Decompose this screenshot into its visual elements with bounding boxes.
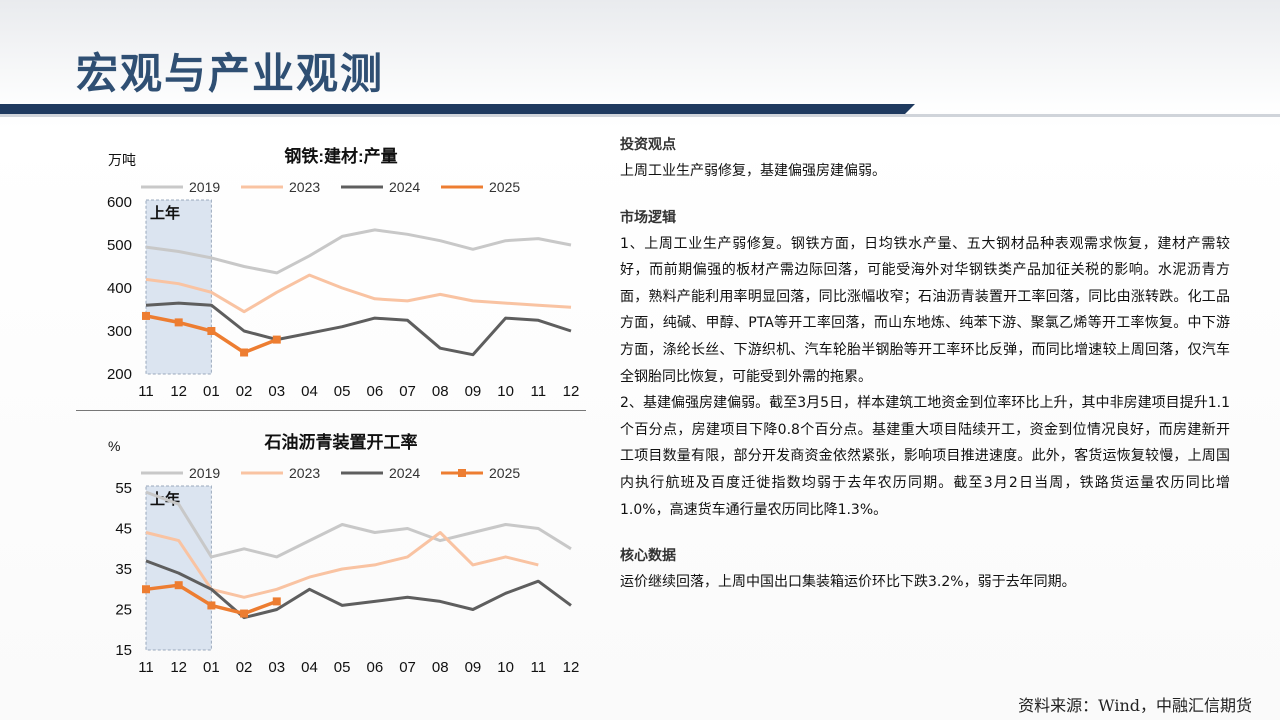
data-point-2025 (207, 601, 216, 610)
x-tick-label: 01 (203, 659, 220, 676)
x-tick-label: 06 (367, 659, 384, 676)
section-title-core-data: 核心数据 (620, 548, 676, 565)
y-axis-unit-label: % (108, 438, 120, 454)
data-point-2025 (240, 609, 249, 618)
series-line-2023 (145, 273, 572, 314)
prior-year-annotation: 上年 (150, 204, 180, 222)
x-tick-label: 01 (203, 383, 220, 400)
legend-label-2023: 2023 (289, 465, 320, 481)
section-title-market-logic: 市场逻辑 (620, 209, 676, 226)
x-tick-label: 09 (465, 659, 482, 676)
data-point-2025 (174, 318, 183, 327)
investment-view-text: 上周工业生产弱修复，基建偏强房建偏弱。 (620, 163, 886, 179)
x-tick-label: 08 (432, 659, 449, 676)
y-tick-label: 500 (107, 237, 132, 254)
y-tick-label: 55 (115, 480, 132, 497)
page-title: 宏观与产业观测 (76, 49, 385, 98)
prior-year-shade (145, 199, 212, 375)
x-tick-label: 04 (301, 659, 318, 676)
data-point-2025 (272, 335, 281, 344)
chart-divider (76, 410, 586, 411)
prior-year-shade (145, 485, 212, 651)
x-tick-label: 02 (236, 383, 253, 400)
market-logic-paragraph-1: 1、上周工业生产弱修复。钢铁方面，日均铁水产量、五大钢材品种表观需求恢复，建材产… (620, 235, 1230, 385)
legend-label-2025: 2025 (489, 465, 520, 481)
legend-marker-2025 (458, 469, 466, 477)
x-tick-label: 05 (334, 659, 351, 676)
data-point-2025 (272, 597, 281, 606)
x-tick-label: 03 (268, 383, 285, 400)
legend-label-2023: 2023 (289, 179, 320, 195)
series-line-2019 (145, 228, 572, 275)
x-tick-label: 03 (268, 659, 285, 676)
y-axis-unit-label: 万吨 (108, 152, 136, 168)
x-tick-label: 12 (563, 659, 580, 676)
source-note: 资料来源：Wind，中融汇信期货 (1018, 696, 1252, 715)
y-tick-label: 15 (115, 642, 132, 659)
x-tick-label: 12 (170, 383, 187, 400)
x-tick-label: 06 (367, 383, 384, 400)
chart-asphalt-utilization: 石油沥青装置开工率%2019 2023 2024 2025上年554535251511… (108, 432, 580, 676)
x-tick-label: 02 (236, 659, 253, 676)
x-tick-label: 09 (465, 383, 482, 400)
x-tick-label: 07 (399, 659, 416, 676)
data-point-2025 (240, 348, 249, 357)
series-line-2024 (145, 301, 572, 357)
chart-title: 石油沥青装置开工率 (264, 432, 418, 452)
chart-title: 钢铁:建材:产量 (284, 146, 397, 166)
x-tick-label: 11 (138, 383, 154, 400)
x-tick-label: 12 (170, 659, 187, 676)
legend-label-2024: 2024 (389, 179, 420, 195)
series-line-2019 (145, 490, 572, 559)
x-tick-label: 11 (531, 659, 547, 676)
y-tick-label: 400 (107, 280, 132, 297)
y-tick-label: 25 (115, 602, 132, 619)
section-title-investment-view: 投资观点 (620, 137, 676, 153)
legend-label-2024: 2024 (389, 465, 420, 481)
x-tick-label: 10 (497, 659, 514, 676)
x-tick-label: 04 (301, 383, 318, 400)
y-tick-label: 600 (107, 194, 132, 211)
x-tick-label: 12 (563, 383, 580, 400)
analysis-panel: 投资观点 上周工业生产弱修复，基建偏强房建偏弱。 市场逻辑 1、上周工业生产弱修… (620, 132, 1230, 596)
y-tick-label: 300 (107, 323, 132, 340)
x-tick-label: 11 (531, 383, 547, 400)
series-line-2024 (145, 559, 572, 620)
chart-steel-production: 钢铁:建材:产量 万吨 2019 2023 2024 2025 上年 600 500 400 300… (107, 146, 580, 400)
legend-label-2019: 2019 (189, 465, 220, 481)
header-banner (0, 0, 1280, 117)
x-tick-label: 10 (497, 383, 514, 400)
y-tick-label: 45 (115, 521, 132, 538)
y-tick-label: 200 (107, 366, 132, 383)
x-tick-label: 08 (432, 383, 449, 400)
data-point-2025 (142, 585, 150, 594)
x-tick-label: 05 (334, 383, 351, 400)
legend-label-2025: 2025 (489, 179, 520, 195)
x-tick-label: 11 (138, 659, 154, 676)
market-logic-paragraph-2: 2、基建偏强房建偏弱。截至3月5日，样本建筑工地资金到位率环比上升，其中非房建项… (620, 395, 1230, 518)
data-point-2025 (174, 581, 183, 590)
core-data-text: 运价继续回落，上周中国出口集装箱运价环比下跌3.2%，弱于去年同期。 (620, 574, 1076, 591)
x-tick-label: 07 (399, 383, 416, 400)
data-point-2025 (142, 311, 150, 320)
data-point-2025 (207, 327, 216, 335)
y-tick-label: 35 (115, 561, 132, 578)
legend-label-2019: 2019 (189, 179, 220, 195)
